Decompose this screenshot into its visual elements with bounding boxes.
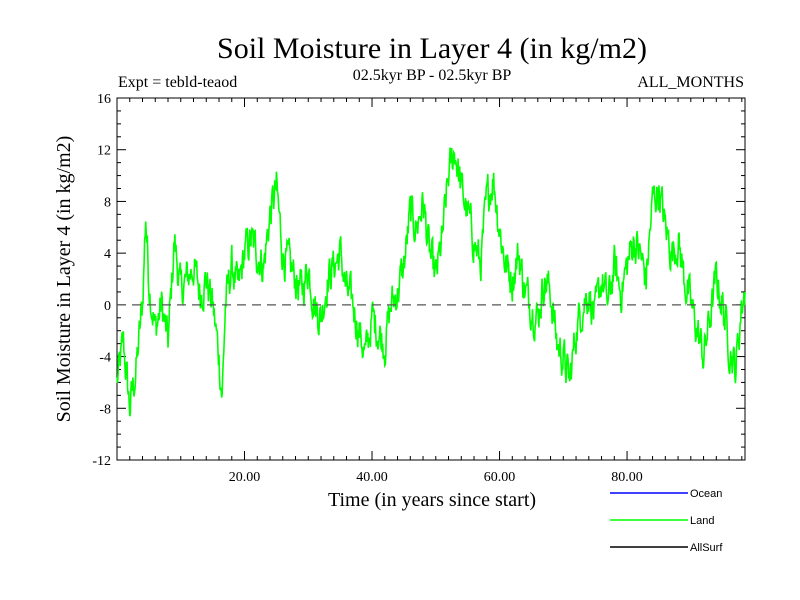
x-axis: 20.00 40.00 60.00 80.00 xyxy=(129,98,743,485)
plot-frame xyxy=(116,97,746,461)
series-layer xyxy=(116,147,746,417)
legend-label-ocean: Ocean xyxy=(690,488,722,500)
y-tick-label: 0 xyxy=(104,299,111,314)
chart-title: Soil Moisture in Layer 4 (in kg/m2) xyxy=(217,32,647,65)
y-tick-label: -12 xyxy=(92,454,111,469)
y-tick-label: 16 xyxy=(97,92,111,107)
series-line-land xyxy=(116,147,746,417)
legend-label-allsurf: AllSurf xyxy=(690,542,723,554)
y-tick-label: 4 xyxy=(104,247,111,262)
x-axis-label: Time (in years since start) xyxy=(328,489,536,511)
y-tick-label: 8 xyxy=(104,195,111,210)
legend: Ocean Land AllSurf xyxy=(610,488,723,554)
experiment-label: Expt = tebld-teaod xyxy=(118,74,237,91)
x-tick-label: 40.00 xyxy=(356,470,388,485)
y-axis-label: Soil Moisture in Layer 4 (in kg/m2) xyxy=(53,136,75,423)
y-tick-label: -4 xyxy=(99,351,111,366)
chart-subtitle: 02.5kyr BP - 02.5kyr BP xyxy=(353,67,512,84)
y-axis: -12 -8 -4 0 4 8 12 16 xyxy=(92,92,745,469)
y-tick-label: -8 xyxy=(99,402,111,417)
y-tick-label: 12 xyxy=(97,144,111,159)
x-tick-label: 60.00 xyxy=(484,470,516,485)
legend-label-land: Land xyxy=(690,515,714,527)
period-label: ALL_MONTHS xyxy=(637,74,744,91)
x-tick-label: 20.00 xyxy=(229,470,261,485)
x-tick-label: 80.00 xyxy=(611,470,643,485)
